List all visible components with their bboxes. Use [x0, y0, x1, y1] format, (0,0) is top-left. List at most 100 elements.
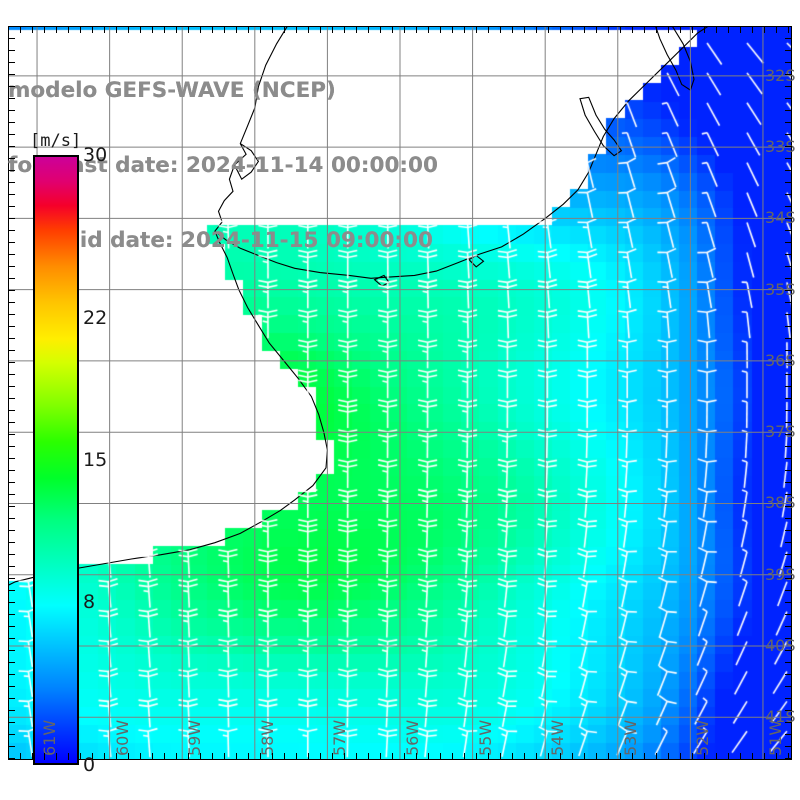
tick-top: [752, 26, 753, 33]
tick-right: [785, 422, 792, 423]
tick-right: [785, 602, 792, 603]
tick-top: [620, 26, 621, 33]
tick-top: [128, 26, 129, 33]
tick-right: [785, 626, 792, 627]
tick-bottom: [344, 753, 345, 760]
tick-top: [8, 26, 9, 33]
tick-top: [692, 26, 693, 33]
tick-top: [212, 26, 213, 33]
tick-left: [8, 182, 15, 183]
tick-bottom: [452, 753, 453, 760]
tick-top: [116, 26, 117, 33]
tick-right: [785, 482, 792, 483]
tick-top: [92, 26, 93, 33]
lat-label-38S: 38S: [765, 493, 796, 513]
lon-label-54W: 54W: [548, 719, 568, 756]
tick-top: [704, 26, 705, 33]
tick-right: [785, 50, 792, 51]
tick-bottom: [296, 753, 297, 760]
tick-right: [785, 434, 792, 435]
tick-right: [785, 446, 792, 447]
tick-bottom: [200, 753, 201, 760]
tick-left: [8, 530, 15, 531]
tick-left: [8, 314, 15, 315]
tick-top: [548, 26, 549, 33]
tick-bottom: [548, 753, 549, 760]
tick-bottom: [704, 753, 705, 760]
tick-bottom: [392, 753, 393, 760]
tick-top: [452, 26, 453, 33]
tick-left: [8, 158, 15, 159]
map-plot-area: [8, 26, 792, 760]
tick-right: [785, 518, 792, 519]
colorbar-unit-label: [m/s]: [30, 131, 82, 151]
lon-label-59W: 59W: [185, 719, 205, 756]
tick-bottom: [116, 753, 117, 760]
tick-left: [8, 746, 15, 747]
tick-right: [785, 350, 792, 351]
tick-right: [785, 266, 792, 267]
tick-left: [8, 146, 15, 147]
tick-top: [668, 26, 669, 33]
tick-right: [785, 278, 792, 279]
tick-top: [200, 26, 201, 33]
tick-right: [785, 698, 792, 699]
tick-top: [404, 26, 405, 33]
tick-top: [560, 26, 561, 33]
tick-top: [356, 26, 357, 33]
lat-label-33S: 33S: [765, 137, 796, 157]
tick-right: [785, 530, 792, 531]
tick-bottom: [152, 753, 153, 760]
tick-top: [308, 26, 309, 33]
tick-top: [104, 26, 105, 33]
tick-top: [176, 26, 177, 33]
tick-left: [8, 434, 15, 435]
lat-label-35S: 35S: [765, 279, 796, 299]
tick-top: [20, 26, 21, 33]
tick-top: [524, 26, 525, 33]
tick-left: [8, 518, 15, 519]
tick-left: [8, 362, 15, 363]
tick-top: [512, 26, 513, 33]
tick-right: [785, 26, 792, 27]
tick-top: [368, 26, 369, 33]
tick-bottom: [440, 753, 441, 760]
tick-bottom: [284, 753, 285, 760]
tick-left: [8, 422, 15, 423]
colorbar-tick-8: 8: [83, 591, 96, 614]
tick-top: [296, 26, 297, 33]
tick-left: [8, 674, 15, 675]
tick-top: [32, 26, 33, 33]
tick-top: [260, 26, 261, 33]
tick-bottom: [668, 753, 669, 760]
tick-right: [785, 458, 792, 459]
tick-top: [68, 26, 69, 33]
tick-bottom: [596, 753, 597, 760]
tick-bottom: [140, 753, 141, 760]
tick-left: [8, 374, 15, 375]
tick-bottom: [428, 753, 429, 760]
tick-left: [8, 230, 15, 231]
tick-left: [8, 470, 15, 471]
tick-left: [8, 350, 15, 351]
lon-label-56W: 56W: [403, 719, 422, 756]
lon-label-58W: 58W: [257, 719, 277, 756]
tick-right: [785, 638, 792, 639]
lat-label-34S: 34S: [765, 208, 796, 228]
tick-top: [224, 26, 225, 33]
tick-left: [8, 542, 15, 543]
tick-top: [236, 26, 237, 33]
tick-top: [572, 26, 573, 33]
tick-left: [8, 74, 15, 75]
tick-bottom: [176, 753, 177, 760]
tick-bottom: [68, 753, 69, 760]
lon-label-53W: 53W: [620, 719, 640, 756]
tick-top: [740, 26, 741, 33]
tick-bottom: [8, 753, 9, 760]
tick-bottom: [716, 753, 717, 760]
tick-bottom: [572, 753, 573, 760]
tick-bottom: [536, 753, 537, 760]
tick-left: [8, 26, 15, 27]
tick-top: [500, 26, 501, 33]
